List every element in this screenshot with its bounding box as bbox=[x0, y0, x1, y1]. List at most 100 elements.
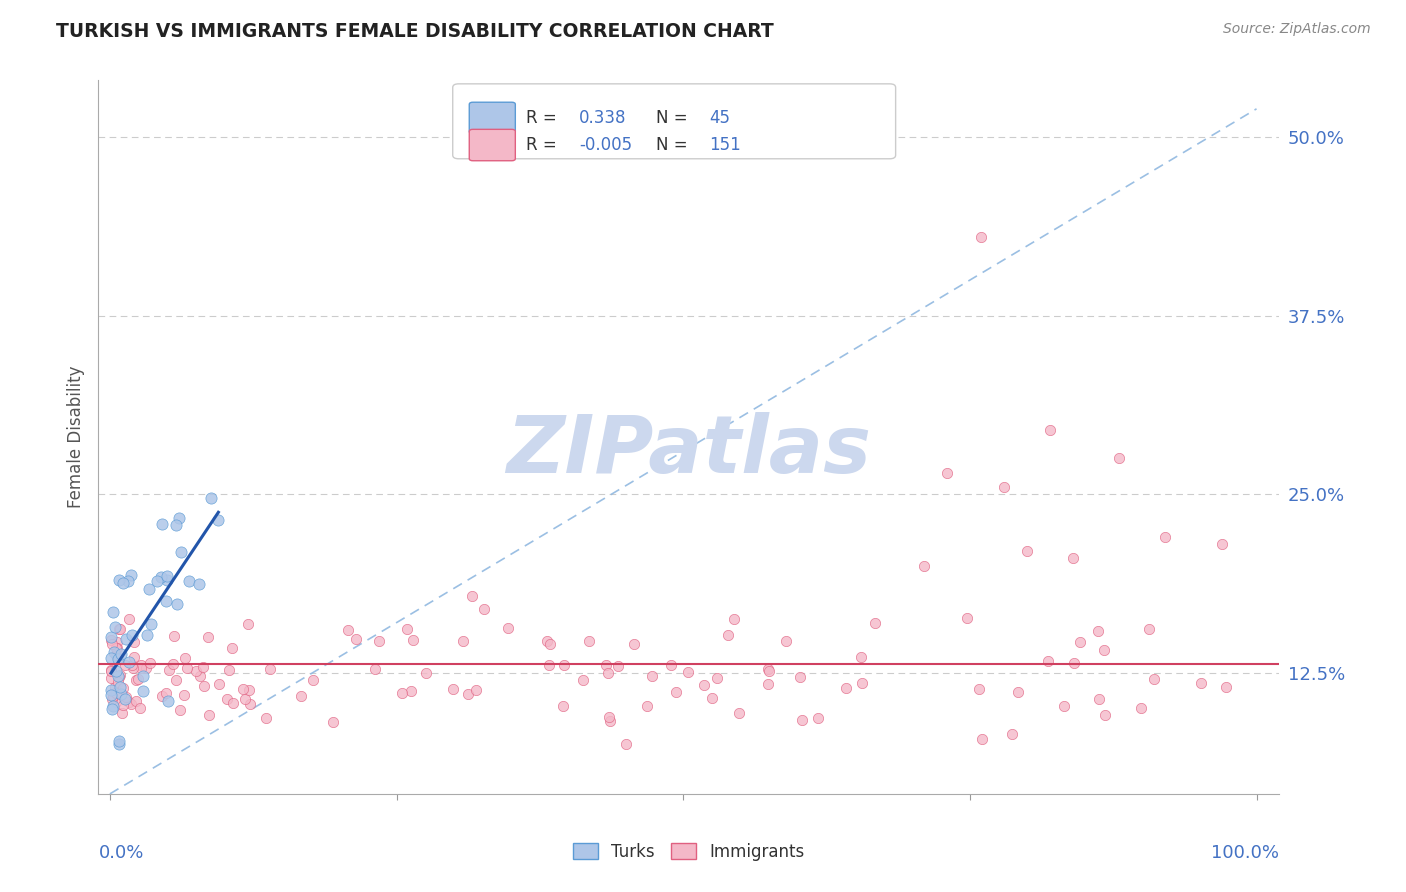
Point bbox=[607, 659, 630, 673]
Point bbox=[538, 658, 561, 673]
Point bbox=[108, 622, 131, 636]
Point bbox=[301, 673, 323, 688]
Point bbox=[124, 649, 146, 664]
Point bbox=[259, 661, 281, 675]
Point bbox=[105, 664, 128, 678]
Point bbox=[104, 681, 127, 695]
Point bbox=[155, 594, 177, 608]
Point bbox=[706, 671, 728, 685]
Point bbox=[1189, 676, 1212, 690]
Point bbox=[139, 617, 162, 632]
Point bbox=[156, 574, 179, 588]
Point bbox=[103, 699, 125, 714]
Point bbox=[1053, 699, 1076, 714]
Point bbox=[238, 683, 260, 698]
Point bbox=[1087, 624, 1109, 638]
Legend: Turks, Immigrants: Turks, Immigrants bbox=[567, 837, 811, 868]
Point bbox=[132, 669, 155, 683]
Point bbox=[105, 635, 128, 649]
Text: 0.338: 0.338 bbox=[579, 109, 627, 127]
Point bbox=[122, 634, 145, 648]
Point bbox=[399, 684, 422, 698]
Point bbox=[598, 710, 620, 724]
Point bbox=[233, 692, 256, 706]
Point bbox=[176, 661, 198, 675]
Point bbox=[101, 689, 124, 703]
Point bbox=[138, 582, 160, 597]
Point bbox=[1129, 701, 1152, 715]
Point bbox=[104, 686, 127, 700]
Point bbox=[114, 632, 136, 647]
Point bbox=[441, 682, 464, 697]
Text: 0.0%: 0.0% bbox=[98, 844, 143, 862]
Point bbox=[163, 629, 186, 643]
FancyBboxPatch shape bbox=[453, 84, 896, 159]
Point bbox=[107, 674, 129, 689]
Point bbox=[100, 663, 122, 677]
Point bbox=[108, 737, 131, 751]
Point bbox=[193, 659, 215, 673]
Point bbox=[1036, 655, 1059, 669]
Point bbox=[1153, 530, 1175, 544]
Point bbox=[157, 663, 180, 677]
Point bbox=[676, 665, 699, 680]
Text: 100.0%: 100.0% bbox=[1212, 844, 1279, 862]
Point bbox=[100, 692, 122, 706]
Point bbox=[156, 568, 179, 582]
Point bbox=[197, 630, 219, 644]
Point bbox=[111, 576, 134, 591]
Point bbox=[322, 714, 344, 729]
Point bbox=[1108, 451, 1130, 466]
Point bbox=[120, 568, 142, 582]
Point bbox=[104, 686, 127, 700]
Point bbox=[111, 706, 134, 720]
Point bbox=[849, 650, 872, 665]
Point bbox=[169, 703, 191, 717]
Point bbox=[104, 640, 127, 655]
Point bbox=[100, 688, 122, 702]
Point bbox=[110, 647, 132, 661]
Point bbox=[700, 690, 723, 705]
Point bbox=[105, 640, 128, 655]
Point bbox=[723, 612, 745, 626]
Point bbox=[121, 628, 143, 642]
Point bbox=[129, 657, 152, 672]
Point bbox=[100, 664, 122, 678]
FancyBboxPatch shape bbox=[470, 129, 516, 161]
Point bbox=[551, 699, 574, 714]
Point bbox=[197, 708, 219, 723]
Point bbox=[789, 670, 811, 684]
Point bbox=[162, 657, 184, 671]
Point bbox=[139, 656, 162, 670]
Point bbox=[150, 570, 173, 584]
Point bbox=[290, 689, 312, 703]
Point bbox=[200, 491, 222, 505]
Point bbox=[863, 615, 886, 630]
Point bbox=[344, 632, 367, 646]
Text: 151: 151 bbox=[709, 136, 741, 154]
Point bbox=[100, 682, 122, 697]
Point bbox=[970, 230, 993, 244]
Point bbox=[1001, 727, 1024, 741]
Point bbox=[100, 671, 122, 685]
Point bbox=[103, 644, 125, 658]
Point bbox=[1137, 622, 1160, 636]
Point bbox=[1069, 634, 1091, 648]
Point bbox=[221, 641, 243, 656]
Point bbox=[758, 664, 780, 678]
Point bbox=[118, 655, 141, 669]
Point bbox=[112, 698, 135, 712]
Point bbox=[186, 664, 208, 678]
Point bbox=[156, 694, 179, 708]
Point bbox=[364, 662, 387, 676]
Point bbox=[967, 681, 990, 696]
Text: N =: N = bbox=[655, 136, 693, 154]
Point bbox=[717, 628, 740, 642]
Point bbox=[1211, 537, 1233, 551]
Point bbox=[105, 695, 128, 709]
Point bbox=[993, 480, 1015, 494]
Point bbox=[572, 673, 595, 688]
Point bbox=[108, 573, 131, 587]
FancyBboxPatch shape bbox=[470, 103, 516, 134]
Point bbox=[614, 737, 637, 751]
